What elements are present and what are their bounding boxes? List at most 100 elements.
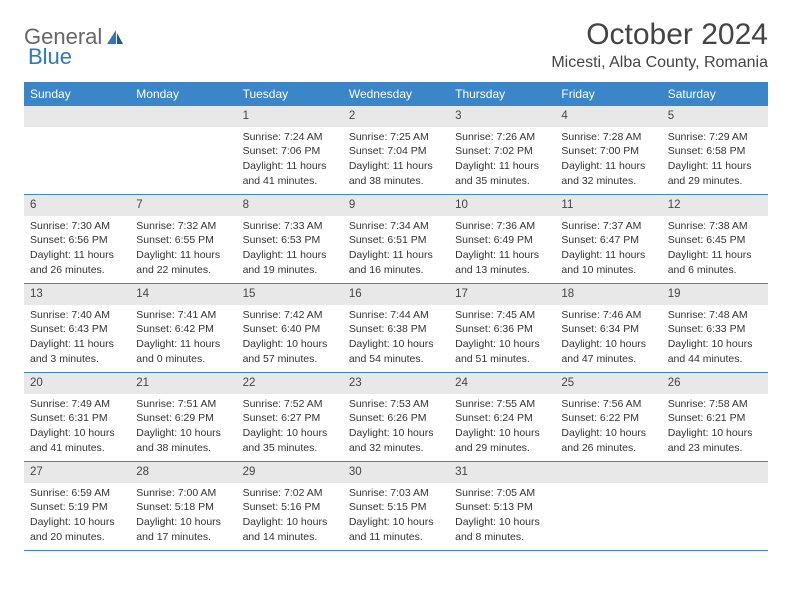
cell-body: Sunrise: 7:58 AMSunset: 6:21 PMDaylight:… bbox=[662, 397, 768, 455]
cell-body: Sunrise: 7:53 AMSunset: 6:26 PMDaylight:… bbox=[343, 397, 449, 455]
day-number bbox=[555, 462, 661, 483]
week-row: 20Sunrise: 7:49 AMSunset: 6:31 PMDayligh… bbox=[24, 373, 768, 462]
sunrise-text: Sunrise: 7:51 AM bbox=[136, 397, 230, 411]
daylight-text: Daylight: 10 hours bbox=[668, 426, 762, 440]
day-number: 1 bbox=[237, 106, 343, 127]
daylight-text: Daylight: 11 hours bbox=[243, 159, 337, 173]
day-number: 6 bbox=[24, 195, 130, 216]
day-number: 9 bbox=[343, 195, 449, 216]
day-number: 27 bbox=[24, 462, 130, 483]
calendar-cell-empty bbox=[24, 106, 130, 194]
sunrise-text: Sunrise: 7:56 AM bbox=[561, 397, 655, 411]
sunset-text: Sunset: 6:27 PM bbox=[243, 411, 337, 425]
day-number: 2 bbox=[343, 106, 449, 127]
cell-body: Sunrise: 7:51 AMSunset: 6:29 PMDaylight:… bbox=[130, 397, 236, 455]
sunrise-text: Sunrise: 7:03 AM bbox=[349, 486, 443, 500]
calendar-cell: 30Sunrise: 7:03 AMSunset: 5:15 PMDayligh… bbox=[343, 462, 449, 550]
calendar-cell-empty bbox=[130, 106, 236, 194]
daylight-text: Daylight: 10 hours bbox=[668, 337, 762, 351]
sunrise-text: Sunrise: 7:32 AM bbox=[136, 219, 230, 233]
daylight-text: Daylight: 10 hours bbox=[30, 426, 124, 440]
day-number: 23 bbox=[343, 373, 449, 394]
sunset-text: Sunset: 7:02 PM bbox=[455, 144, 549, 158]
sunrise-text: Sunrise: 7:42 AM bbox=[243, 308, 337, 322]
daylight-text: Daylight: 10 hours bbox=[136, 426, 230, 440]
daylight-text: and 29 minutes. bbox=[455, 441, 549, 455]
day-number: 29 bbox=[237, 462, 343, 483]
cell-body: Sunrise: 7:25 AMSunset: 7:04 PMDaylight:… bbox=[343, 130, 449, 188]
cell-body: Sunrise: 7:42 AMSunset: 6:40 PMDaylight:… bbox=[237, 308, 343, 366]
logo-text-blue: Blue bbox=[28, 44, 72, 70]
cell-body: Sunrise: 7:37 AMSunset: 6:47 PMDaylight:… bbox=[555, 219, 661, 277]
sunset-text: Sunset: 6:45 PM bbox=[668, 233, 762, 247]
sunset-text: Sunset: 6:58 PM bbox=[668, 144, 762, 158]
day-number: 18 bbox=[555, 284, 661, 305]
day-number: 24 bbox=[449, 373, 555, 394]
header: General October 2024 Micesti, Alba Count… bbox=[24, 18, 768, 72]
week-row: 6 Sunrise: 7:30 AMSunset: 6:56 PMDaylight… bbox=[24, 195, 768, 284]
daylight-text: Daylight: 11 hours bbox=[668, 248, 762, 262]
daylight-text: Daylight: 11 hours bbox=[455, 159, 549, 173]
sunrise-text: Sunrise: 7:37 AM bbox=[561, 219, 655, 233]
daylight-text: Daylight: 11 hours bbox=[349, 248, 443, 262]
cell-body: Sunrise: 7:30 AMSunset: 6:56 PMDaylight:… bbox=[24, 219, 130, 277]
calendar-cell: 23 Sunrise: 7:53 AMSunset: 6:26 PMDayligh… bbox=[343, 373, 449, 461]
cell-body: Sunrise: 7:46 AMSunset: 6:34 PMDaylight:… bbox=[555, 308, 661, 366]
daylight-text: Daylight: 11 hours bbox=[349, 159, 443, 173]
sunset-text: Sunset: 7:00 PM bbox=[561, 144, 655, 158]
daylight-text: Daylight: 10 hours bbox=[349, 426, 443, 440]
day-number: 7 bbox=[130, 195, 236, 216]
sunrise-text: Sunrise: 6:59 AM bbox=[30, 486, 124, 500]
month-title: October 2024 bbox=[551, 18, 768, 52]
logo-sail-icon bbox=[105, 28, 125, 46]
daylight-text: and 10 minutes. bbox=[561, 263, 655, 277]
calendar-cell: 15Sunrise: 7:42 AMSunset: 6:40 PMDayligh… bbox=[237, 284, 343, 372]
sunrise-text: Sunrise: 7:58 AM bbox=[668, 397, 762, 411]
daylight-text: and 17 minutes. bbox=[136, 530, 230, 544]
calendar-cell: 11 Sunrise: 7:37 AMSunset: 6:47 PMDayligh… bbox=[555, 195, 661, 283]
calendar-cell: 9Sunrise: 7:34 AMSunset: 6:51 PMDaylight… bbox=[343, 195, 449, 283]
calendar-cell: 4Sunrise: 7:28 AMSunset: 7:00 PMDaylight… bbox=[555, 106, 661, 194]
cell-body: Sunrise: 7:00 AMSunset: 5:18 PMDaylight:… bbox=[130, 486, 236, 544]
daylight-text: Daylight: 11 hours bbox=[30, 337, 124, 351]
sunset-text: Sunset: 7:06 PM bbox=[243, 144, 337, 158]
cell-body: Sunrise: 7:33 AMSunset: 6:53 PMDaylight:… bbox=[237, 219, 343, 277]
day-number: 19 bbox=[662, 284, 768, 305]
sunrise-text: Sunrise: 7:40 AM bbox=[30, 308, 124, 322]
calendar-cell: 29Sunrise: 7:02 AMSunset: 5:16 PMDayligh… bbox=[237, 462, 343, 550]
day-header: Saturday bbox=[662, 82, 768, 106]
day-number: 11 bbox=[555, 195, 661, 216]
calendar-cell: 8 Sunrise: 7:33 AMSunset: 6:53 PMDaylight… bbox=[237, 195, 343, 283]
sunset-text: Sunset: 6:42 PM bbox=[136, 322, 230, 336]
calendar-cell: 25Sunrise: 7:56 AMSunset: 6:22 PMDayligh… bbox=[555, 373, 661, 461]
daylight-text: Daylight: 11 hours bbox=[561, 159, 655, 173]
day-number: 10 bbox=[449, 195, 555, 216]
daylight-text: and 32 minutes. bbox=[561, 174, 655, 188]
day-header: Friday bbox=[555, 82, 661, 106]
sunset-text: Sunset: 6:22 PM bbox=[561, 411, 655, 425]
day-number: 17 bbox=[449, 284, 555, 305]
sunrise-text: Sunrise: 7:02 AM bbox=[243, 486, 337, 500]
daylight-text: Daylight: 11 hours bbox=[136, 337, 230, 351]
day-number: 8 bbox=[237, 195, 343, 216]
day-header: Sunday bbox=[24, 82, 130, 106]
sunset-text: Sunset: 6:40 PM bbox=[243, 322, 337, 336]
daylight-text: and 57 minutes. bbox=[243, 352, 337, 366]
calendar-cell: 1Sunrise: 7:24 AMSunset: 7:06 PMDaylight… bbox=[237, 106, 343, 194]
sunrise-text: Sunrise: 7:55 AM bbox=[455, 397, 549, 411]
daylight-text: Daylight: 10 hours bbox=[136, 515, 230, 529]
sunrise-text: Sunrise: 7:00 AM bbox=[136, 486, 230, 500]
calendar-cell-empty bbox=[662, 462, 768, 550]
calendar-cell: 2 Sunrise: 7:25 AMSunset: 7:04 PMDaylight… bbox=[343, 106, 449, 194]
daylight-text: Daylight: 10 hours bbox=[349, 515, 443, 529]
daylight-text: Daylight: 11 hours bbox=[136, 248, 230, 262]
sunrise-text: Sunrise: 7:25 AM bbox=[349, 130, 443, 144]
daylight-text: and 54 minutes. bbox=[349, 352, 443, 366]
cell-body: Sunrise: 7:56 AMSunset: 6:22 PMDaylight:… bbox=[555, 397, 661, 455]
daylight-text: and 0 minutes. bbox=[136, 352, 230, 366]
daylight-text: Daylight: 11 hours bbox=[455, 248, 549, 262]
daylight-text: and 47 minutes. bbox=[561, 352, 655, 366]
day-number: 22 bbox=[237, 373, 343, 394]
calendar-cell: 14Sunrise: 7:41 AMSunset: 6:42 PMDayligh… bbox=[130, 284, 236, 372]
daylight-text: Daylight: 11 hours bbox=[243, 248, 337, 262]
